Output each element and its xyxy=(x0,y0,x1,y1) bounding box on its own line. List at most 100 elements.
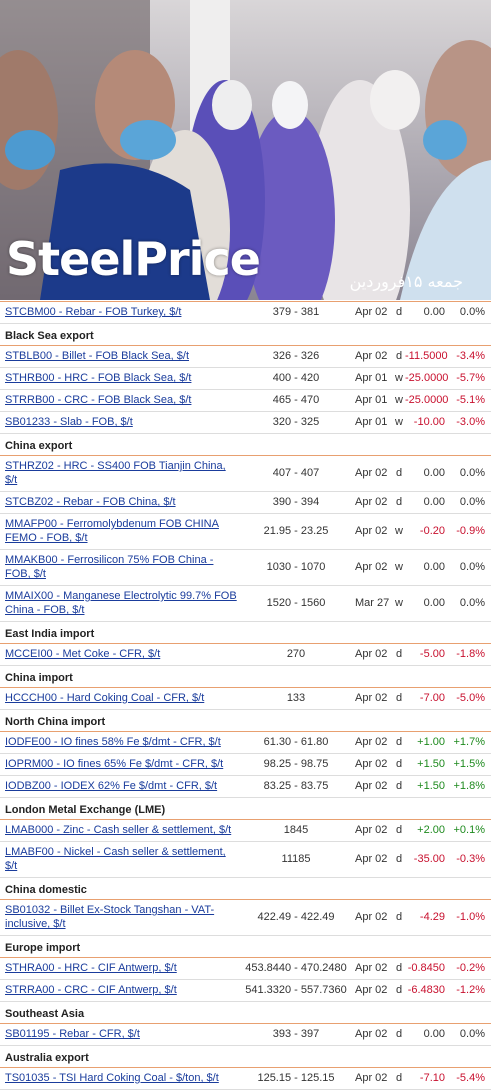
price-range: 270 xyxy=(286,648,306,660)
change: 0.00 xyxy=(423,561,445,573)
change: 0.00 xyxy=(423,597,445,609)
price-row: MMAFP00 - Ferromolybdenum FOB CHINA FEMO… xyxy=(0,514,491,550)
price-row: IODBZ00 - IODEX 62% Fe $/dmt - CFR, $/t 8… xyxy=(0,776,491,798)
price-date: Apr 02 xyxy=(355,853,388,865)
change: -0.8450 xyxy=(407,962,445,974)
price-row: STCBZ02 - Rebar - FOB China, $/t 390 - 39… xyxy=(0,492,491,514)
instrument-link[interactable]: STHRA00 - HRC - CIF Antwerp, $/t xyxy=(5,962,177,974)
instrument-link[interactable]: SB01233 - Slab - FOB, $/t xyxy=(5,416,133,428)
price-row: IOPRM00 - IO fines 65% Fe $/dmt - CFR, $… xyxy=(0,754,491,776)
frequency: d xyxy=(395,306,403,318)
frequency: d xyxy=(395,780,403,792)
price-date: Apr 02 xyxy=(355,758,388,770)
change: 0.00 xyxy=(423,467,445,479)
price-date: Apr 02 xyxy=(355,1028,388,1040)
frequency: d xyxy=(395,692,403,704)
change-percent: 0.0% xyxy=(459,467,485,479)
instrument-link[interactable]: STCBZ02 - Rebar - FOB China, $/t xyxy=(5,496,176,508)
change: 0.00 xyxy=(423,496,445,508)
instrument-link[interactable]: SB01032 - Billet Ex-Stock Tangshan - VAT… xyxy=(5,904,215,930)
photo-art xyxy=(0,0,491,300)
price-range: 326 - 326 xyxy=(272,350,320,362)
price-range: 21.95 - 23.25 xyxy=(263,525,329,537)
price-range: 1845 xyxy=(283,824,309,836)
section-title: Australia export xyxy=(0,1046,491,1068)
change-percent: -1.2% xyxy=(456,984,485,996)
price-row: SB01195 - Rebar - CFR, $/t 393 - 397 Apr 0… xyxy=(0,1024,491,1046)
price-range: 400 - 420 xyxy=(272,372,320,384)
brand-title: SteelPrice xyxy=(6,232,261,286)
price-date: Apr 02 xyxy=(355,525,388,537)
frequency: d xyxy=(395,467,403,479)
change-percent: +1.5% xyxy=(453,758,486,770)
price-date: Mar 27 xyxy=(355,597,390,609)
section-title: London Metal Exchange (LME) xyxy=(0,798,491,820)
instrument-link[interactable]: HCCCH00 - Hard Coking Coal - CFR, $/t xyxy=(5,692,205,704)
change: -35.00 xyxy=(413,853,445,865)
price-range: 407 - 407 xyxy=(272,467,320,479)
price-row: STRRB00 - CRC - FOB Black Sea, $/t 465 - … xyxy=(0,390,491,412)
change: -11.5000 xyxy=(405,350,448,362)
change: -7.10 xyxy=(419,1072,445,1084)
instrument-link[interactable]: MMAKB00 - Ferrosilicon 75% FOB China - F… xyxy=(5,554,214,580)
frequency: d xyxy=(395,853,403,865)
instrument-link[interactable]: STHRB00 - HRC - FOB Black Sea, $/t xyxy=(5,372,192,384)
price-row: SB01233 - Slab - FOB, $/t 320 - 325 Apr 01… xyxy=(0,412,491,434)
instrument-link[interactable]: LMAB000 - Zinc - Cash seller & settlemen… xyxy=(5,824,232,836)
instrument-link[interactable]: SB01195 - Rebar - CFR, $/t xyxy=(5,1028,140,1040)
change-percent: -3.0% xyxy=(456,416,485,428)
instrument-link[interactable]: MMAFP00 - Ferromolybdenum FOB CHINA FEMO… xyxy=(5,518,219,544)
section-title: Europe import xyxy=(0,936,491,958)
instrument-link[interactable]: IODFE00 - IO fines 58% Fe $/dmt - CFR, $… xyxy=(5,736,221,748)
frequency: d xyxy=(395,758,403,770)
price-row: MMAKB00 - Ferrosilicon 75% FOB China - F… xyxy=(0,550,491,586)
frequency: d xyxy=(395,350,403,362)
price-range: 11185 xyxy=(281,853,311,865)
change: -25.0000 xyxy=(405,394,449,406)
section-title: China domestic xyxy=(0,878,491,900)
price-date: Apr 02 xyxy=(355,561,388,573)
change-percent: +1.8% xyxy=(453,780,486,792)
price-row: TS01035 - TSI Hard Coking Coal - $/ton, … xyxy=(0,1068,491,1090)
instrument-link[interactable]: STRRA00 - CRC - CIF Antwerp, $/t xyxy=(5,984,177,996)
instrument-link[interactable]: STRRB00 - CRC - FOB Black Sea, $/t xyxy=(5,394,192,406)
change: -25.0000 xyxy=(405,372,449,384)
change-percent: -5.1% xyxy=(456,394,485,406)
price-range: 1520 - 1560 xyxy=(266,597,326,609)
section-title: Black Sea export xyxy=(0,324,491,346)
price-row: STRRA00 - CRC - CIF Antwerp, $/t 541.3320… xyxy=(0,980,491,1002)
price-date: Apr 02 xyxy=(355,496,388,508)
instrument-link[interactable]: IOPRM00 - IO fines 65% Fe $/dmt - CFR, $… xyxy=(5,758,224,770)
section-title: East India import xyxy=(0,622,491,644)
price-row: STHRZ02 - HRC - SS400 FOB Tianjin China,… xyxy=(0,456,491,492)
frequency: d xyxy=(395,496,403,508)
instrument-link[interactable]: STHRZ02 - HRC - SS400 FOB Tianjin China,… xyxy=(5,460,226,486)
price-range: 390 - 394 xyxy=(272,496,320,508)
instrument-link[interactable]: TS01035 - TSI Hard Coking Coal - $/ton, … xyxy=(5,1072,219,1084)
price-date: Apr 02 xyxy=(355,824,388,836)
change: +1.50 xyxy=(417,780,445,792)
price-row: IODFE00 - IO fines 58% Fe $/dmt - CFR, $… xyxy=(0,732,491,754)
instrument-link[interactable]: LMABF00 - Nickel - Cash seller & settlem… xyxy=(5,846,226,872)
instrument-link[interactable]: IODBZ00 - IODEX 62% Fe $/dmt - CFR, $/t xyxy=(5,780,218,792)
change: +2.00 xyxy=(417,824,445,836)
instrument-link[interactable]: MCCEI00 - Met Coke - CFR, $/t xyxy=(5,648,161,660)
frequency: d xyxy=(395,962,403,974)
price-range: 133 xyxy=(286,692,306,704)
change: -5.00 xyxy=(419,648,445,660)
instrument-link[interactable]: MMAIX00 - Manganese Electrolytic 99.7% F… xyxy=(5,590,237,616)
price-date: Apr 02 xyxy=(355,306,388,318)
change: 0.00 xyxy=(423,1028,445,1040)
frequency: w xyxy=(395,394,403,406)
instrument-link[interactable]: STCBM00 - Rebar - FOB Turkey, $/t xyxy=(5,306,182,318)
price-range: 379 - 381 xyxy=(272,306,320,318)
change: -4.29 xyxy=(419,911,445,923)
change-percent: -5.7% xyxy=(456,372,485,384)
change-percent: -0.2% xyxy=(456,962,485,974)
change-percent: -5.4% xyxy=(456,1072,485,1084)
price-date: Apr 02 xyxy=(355,962,388,974)
instrument-link[interactable]: STBLB00 - Billet - FOB Black Sea, $/t xyxy=(5,350,190,362)
change: -6.4830 xyxy=(407,984,445,996)
price-date: Apr 02 xyxy=(355,692,388,704)
